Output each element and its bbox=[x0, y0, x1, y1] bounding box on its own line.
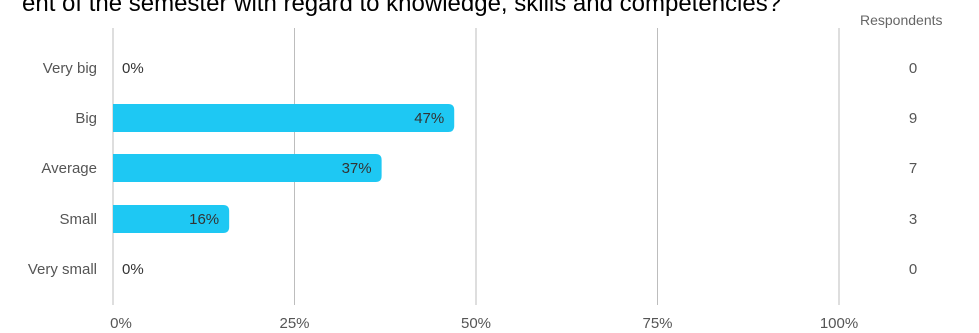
category-label: Big bbox=[75, 110, 97, 127]
x-tick-label: 75% bbox=[642, 315, 672, 332]
respondents-count: 0 bbox=[909, 60, 917, 77]
respondents-count: 7 bbox=[909, 160, 917, 177]
category-label: Very small bbox=[28, 261, 97, 278]
respondents-count: 9 bbox=[909, 110, 917, 127]
x-tick-label: 100% bbox=[820, 315, 858, 332]
bar-value-label: 37% bbox=[342, 160, 372, 177]
respondents-count: 0 bbox=[909, 261, 917, 278]
bar-value-label: 0% bbox=[122, 60, 144, 77]
bar-value-label: 16% bbox=[189, 211, 219, 228]
bar-big bbox=[113, 104, 454, 132]
category-label: Average bbox=[41, 160, 97, 177]
category-label: Small bbox=[59, 211, 97, 228]
x-tick-label: 25% bbox=[279, 315, 309, 332]
labels: 0% 25% 50% 75% 100% Very big 0% 0 Big 47% 9 Average… bbox=[28, 60, 917, 332]
bar-value-label: 0% bbox=[122, 261, 144, 278]
respondents-count: 3 bbox=[909, 211, 917, 228]
x-tick-label: 50% bbox=[461, 315, 491, 332]
bar-value-label: 47% bbox=[414, 110, 444, 127]
category-label: Very big bbox=[43, 60, 97, 77]
x-tick-label: 0% bbox=[110, 315, 132, 332]
bars bbox=[113, 104, 454, 233]
